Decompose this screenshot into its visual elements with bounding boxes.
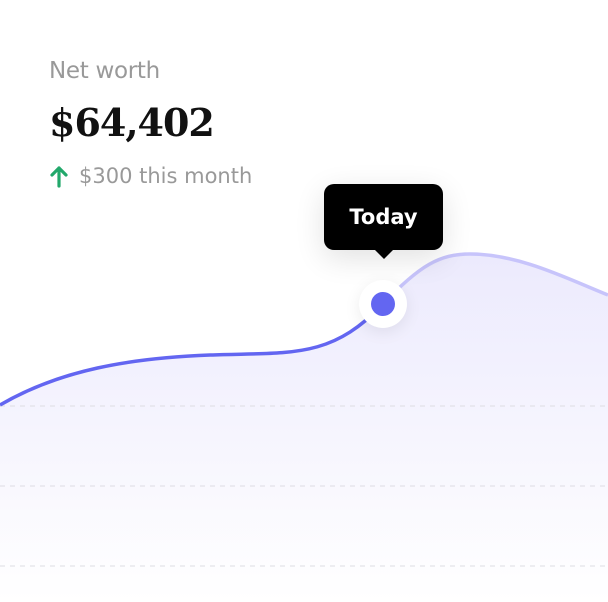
chart-line-future xyxy=(381,252,608,306)
arrow-up-icon xyxy=(50,166,68,188)
monthly-change: $300 this month xyxy=(49,164,252,188)
monthly-change-text: $300 this month xyxy=(79,164,253,188)
today-tooltip: Today xyxy=(324,184,443,259)
net-worth-value: $64,402 xyxy=(49,100,215,145)
today-marker-dot xyxy=(371,292,395,316)
net-worth-label: Net worth xyxy=(49,58,160,84)
chart-area xyxy=(0,254,608,602)
chart-line-past xyxy=(0,302,385,407)
today-marker[interactable] xyxy=(359,280,407,328)
